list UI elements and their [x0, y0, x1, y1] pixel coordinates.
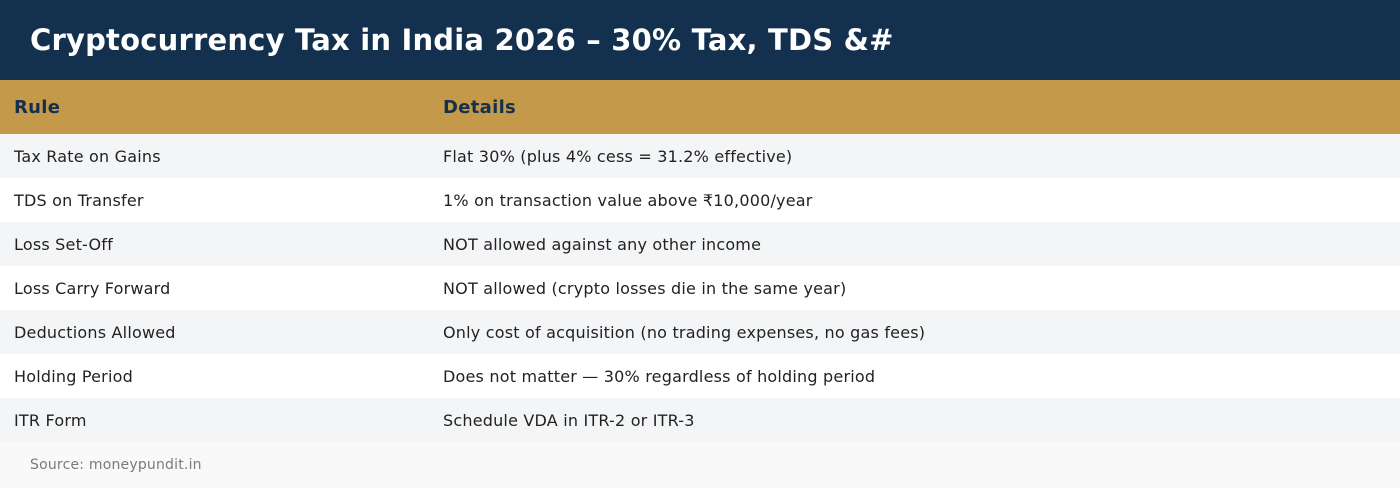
- tax-rules-table: Rule Details Tax Rate on Gains Flat 30% …: [0, 80, 1400, 442]
- rule-cell: Tax Rate on Gains: [14, 146, 161, 166]
- column-header-details: Details: [443, 96, 517, 118]
- details-cell: NOT allowed against any other income: [443, 234, 762, 254]
- table-header-row: Rule Details: [0, 80, 1400, 134]
- rule-cell: Loss Carry Forward: [14, 278, 171, 298]
- details-cell: Only cost of acquisition (no trading exp…: [443, 322, 926, 342]
- table-body: Tax Rate on Gains Flat 30% (plus 4% cess…: [0, 134, 1400, 442]
- rule-cell: TDS on Transfer: [14, 190, 144, 210]
- table-row: TDS on Transfer 1% on transaction value …: [0, 178, 1400, 222]
- table-row: Deductions Allowed Only cost of acquisit…: [0, 310, 1400, 354]
- details-cell: Schedule VDA in ITR-2 or ITR-3: [443, 410, 695, 430]
- table-row: Holding Period Does not matter — 30% reg…: [0, 354, 1400, 398]
- source-note: Source: moneypundit.in: [0, 442, 1400, 488]
- rule-cell: Holding Period: [14, 366, 133, 386]
- table-row: Loss Set-Off NOT allowed against any oth…: [0, 222, 1400, 266]
- details-cell: 1% on transaction value above ₹10,000/ye…: [443, 190, 813, 210]
- details-cell: Does not matter — 30% regardless of hold…: [443, 366, 876, 386]
- page-title: Cryptocurrency Tax in India 2026 – 30% T…: [30, 23, 894, 57]
- details-cell: Flat 30% (plus 4% cess = 31.2% effective…: [443, 146, 793, 166]
- column-header-rule: Rule: [14, 96, 61, 118]
- table-header: Rule Details: [0, 80, 1400, 134]
- table-row: ITR Form Schedule VDA in ITR-2 or ITR-3: [0, 398, 1400, 442]
- rule-cell: Deductions Allowed: [14, 322, 176, 342]
- rule-cell: ITR Form: [14, 410, 87, 430]
- rule-cell: Loss Set-Off: [14, 234, 113, 254]
- table-row: Loss Carry Forward NOT allowed (crypto l…: [0, 266, 1400, 310]
- title-bar: Cryptocurrency Tax in India 2026 – 30% T…: [0, 0, 1400, 80]
- details-cell: NOT allowed (crypto losses die in the sa…: [443, 278, 847, 298]
- table-row: Tax Rate on Gains Flat 30% (plus 4% cess…: [0, 134, 1400, 178]
